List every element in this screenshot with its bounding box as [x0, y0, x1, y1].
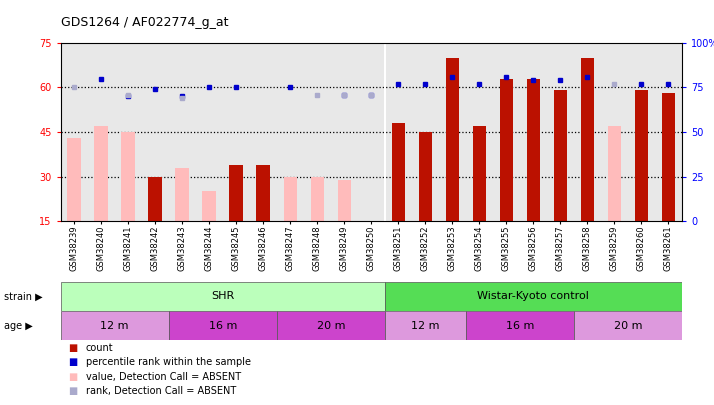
Text: 16 m: 16 m	[506, 321, 534, 330]
Bar	[176, 168, 189, 221]
Bar	[446, 58, 459, 221]
Text: rank, Detection Call = ABSENT: rank, Detection Call = ABSENT	[86, 386, 236, 396]
Bar	[418, 132, 432, 221]
Text: percentile rank within the sample: percentile rank within the sample	[86, 358, 251, 367]
Text: ■: ■	[68, 358, 77, 367]
Text: age ▶: age ▶	[4, 321, 32, 330]
Bar	[526, 79, 540, 221]
Bar	[473, 126, 486, 221]
Text: ■: ■	[68, 343, 77, 353]
Bar	[385, 282, 682, 311]
Bar	[277, 311, 385, 340]
Bar	[608, 126, 621, 221]
Bar	[283, 177, 297, 221]
Text: 16 m: 16 m	[208, 321, 237, 330]
Text: GDS1264 / AF022774_g_at: GDS1264 / AF022774_g_at	[61, 16, 228, 29]
Text: 20 m: 20 m	[316, 321, 345, 330]
Text: SHR: SHR	[211, 292, 234, 301]
Text: Wistar-Kyoto control: Wistar-Kyoto control	[478, 292, 589, 301]
Bar	[311, 177, 324, 221]
Bar	[61, 282, 385, 311]
Text: ■: ■	[68, 386, 77, 396]
Bar	[67, 138, 81, 221]
Bar	[466, 311, 574, 340]
Bar	[229, 165, 243, 221]
Bar	[203, 192, 216, 221]
Bar	[580, 58, 594, 221]
Bar	[61, 311, 169, 340]
Text: 20 m: 20 m	[613, 321, 642, 330]
Text: 12 m: 12 m	[101, 321, 129, 330]
Bar	[500, 79, 513, 221]
Bar	[385, 311, 466, 340]
Text: value, Detection Call = ABSENT: value, Detection Call = ABSENT	[86, 372, 241, 382]
Bar	[256, 165, 270, 221]
Bar	[169, 311, 277, 340]
Bar	[553, 90, 567, 221]
Bar	[662, 94, 675, 221]
Bar	[391, 123, 405, 221]
Bar	[574, 311, 682, 340]
Bar	[635, 90, 648, 221]
Bar	[94, 126, 108, 221]
Bar	[94, 126, 108, 221]
Text: strain ▶: strain ▶	[4, 292, 42, 301]
Bar	[121, 132, 135, 221]
Text: ■: ■	[68, 372, 77, 382]
Text: 12 m: 12 m	[411, 321, 440, 330]
Bar	[338, 179, 351, 221]
Bar	[149, 177, 162, 221]
Text: count: count	[86, 343, 114, 353]
